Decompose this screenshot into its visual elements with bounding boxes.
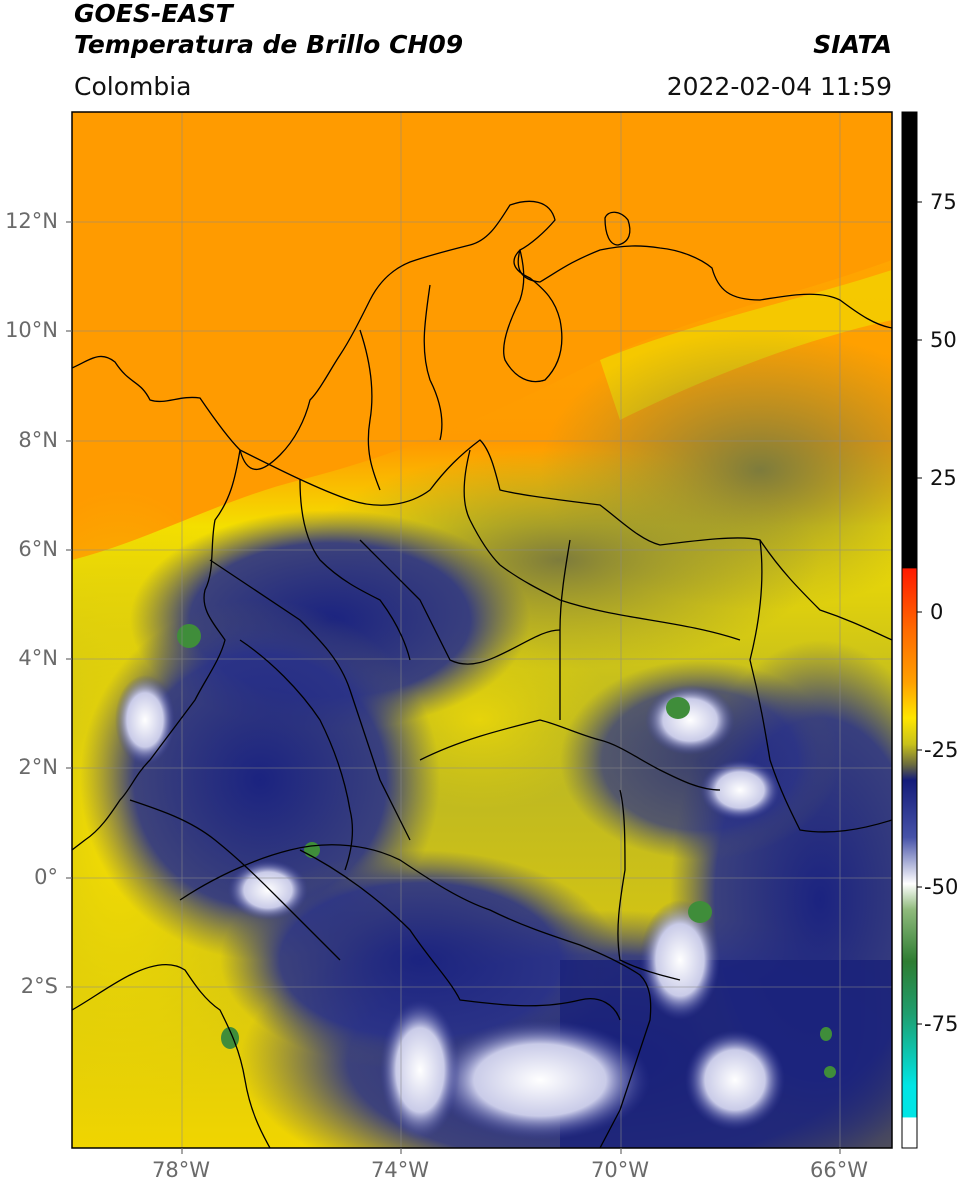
lon-label: 78°W [152,1158,210,1182]
lat-label: 0° [34,865,58,889]
colorbar [902,112,917,1148]
colorbar-label: -25 [924,738,959,762]
colorbar-label: 50 [930,328,957,352]
datetime-label: 2022-02-04 11:59 [666,72,892,101]
colorbar-frame [901,111,918,1149]
product-title: Temperatura de Brillo CH09 [74,30,464,59]
map-frame [71,111,893,1149]
lat-label: 10°N [5,318,58,342]
lat-label: 8°N [18,428,58,452]
colorbar-label: -75 [924,1012,959,1036]
lat-label: 12°N [5,209,58,233]
borders [72,200,892,1148]
region-label: Colombia [74,72,192,101]
colorbar-label: 75 [930,190,957,214]
colorbar-label: -50 [924,875,959,899]
satellite-image [72,112,892,1148]
colorbar-label: 0 [930,600,944,624]
lon-label: 74°W [371,1158,429,1182]
colorbar-ticks [917,201,922,1025]
colorbar-label: 25 [930,466,957,490]
graticule [72,112,892,1148]
lat-label: 2°N [18,755,58,779]
lon-label: 66°W [810,1158,868,1182]
lat-label: 4°N [18,646,58,670]
lon-label: 70°W [591,1158,649,1182]
axis-ticks [66,221,841,1154]
lat-label: 6°N [18,537,58,561]
lat-label: 2°S [20,974,58,998]
satellite-title: GOES-EAST [74,0,233,28]
source-label: SIATA [813,30,892,59]
